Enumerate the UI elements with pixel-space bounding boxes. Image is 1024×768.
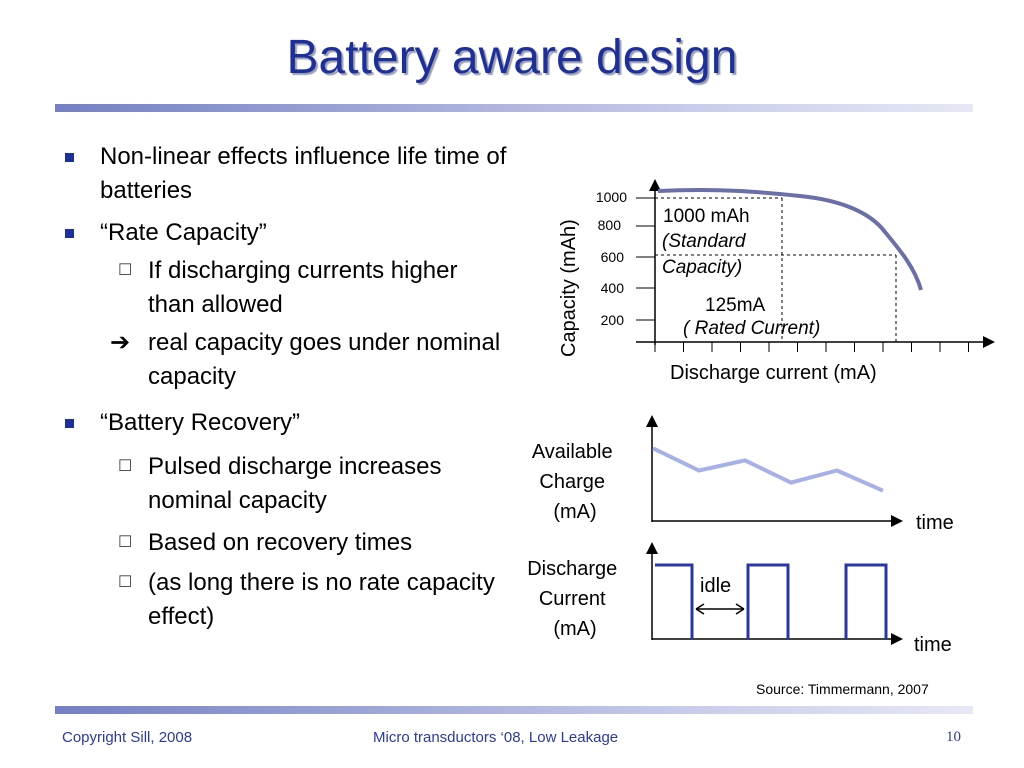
y-tick-label: 1000 (596, 189, 627, 205)
hollow-square-icon: ☐ (118, 262, 133, 279)
capacity-x-label: Discharge current (mA) (670, 362, 877, 384)
sub-bullet-recovery-times: ☐ Based on recovery times (60, 526, 510, 560)
sub-bullet-text: Pulsed discharge increases nominal capac… (148, 453, 442, 514)
hollow-square-icon: ☐ (118, 458, 133, 475)
title-divider (55, 104, 973, 112)
source-citation: Source: Timmermann, 2007 (756, 681, 929, 697)
capacity-curve (657, 187, 923, 291)
pulse-series-line (655, 563, 888, 639)
idle-label: idle (700, 575, 731, 597)
standard-capacity-label: 1000 mAh (663, 206, 750, 227)
rated-current-label: 125mA (705, 295, 766, 316)
footer-event: Micro transductors ‘08, Low Leakage (373, 729, 619, 746)
charge-x-label: time (916, 512, 954, 534)
sub-bullet-no-rate: ☐ (as long there is no rate capacity effe… (60, 566, 510, 634)
rated-current-note: ( Rated Current) (683, 318, 820, 339)
capacity-chart: 1000 800 600 400 200 Capacity (mAh) Disc… (558, 179, 995, 384)
bullet-rate-capacity: “Rate Capacity” (60, 216, 510, 250)
sub-bullet-text: (as long there is no rate capacity effec… (148, 569, 495, 630)
y-tick-label: 800 (598, 217, 622, 233)
bullet-nonlinear: Non-linear effects influence life time o… (60, 140, 510, 208)
page-number: 10 (946, 729, 961, 745)
charge-series-line (652, 446, 884, 493)
sub-bullet-real-capacity: ➔ real capacity goes under nominal capaci… (60, 326, 510, 394)
idle-arrowheads-icon (695, 603, 745, 615)
available-charge-chart: Available Charge (mA) time (532, 415, 954, 534)
footer-divider (55, 706, 973, 714)
sub-bullet-text: If discharging currents higher than allo… (148, 257, 458, 318)
sub-bullet-pulsed: ☐ Pulsed discharge increases nominal capa… (60, 450, 510, 518)
y-tick-label: 400 (601, 280, 625, 296)
y-tick-label: 200 (601, 312, 625, 328)
sub-bullet-discharging: ☐ If discharging currents higher than all… (60, 254, 510, 322)
footer-copyright: Copyright Sill, 2008 (62, 729, 193, 746)
hollow-square-icon: ☐ (118, 534, 133, 551)
bullet-battery-recovery: “Battery Recovery” (60, 406, 510, 440)
sub-bullet-text: real capacity goes under nominal capacit… (148, 329, 501, 390)
current-y-label: Discharge Current (mA) (527, 558, 623, 640)
standard-capacity-note: (Standard Capacity) (662, 231, 751, 278)
slide-title: Battery aware design (286, 31, 738, 84)
y-tick-label: 600 (601, 249, 625, 265)
right-arrow-icon: ➔ (110, 329, 131, 356)
charge-y-label: Available Charge (mA) (532, 441, 618, 523)
hollow-square-icon: ☐ (118, 574, 133, 591)
bullet-list: Non-linear effects influence life time o… (60, 140, 510, 634)
current-x-label: time (914, 634, 952, 656)
discharge-current-chart: Discharge Current (mA) time idle (527, 542, 952, 656)
sub-bullet-text: Based on recovery times (148, 529, 413, 556)
capacity-y-label: Capacity (mAh) (558, 219, 580, 357)
